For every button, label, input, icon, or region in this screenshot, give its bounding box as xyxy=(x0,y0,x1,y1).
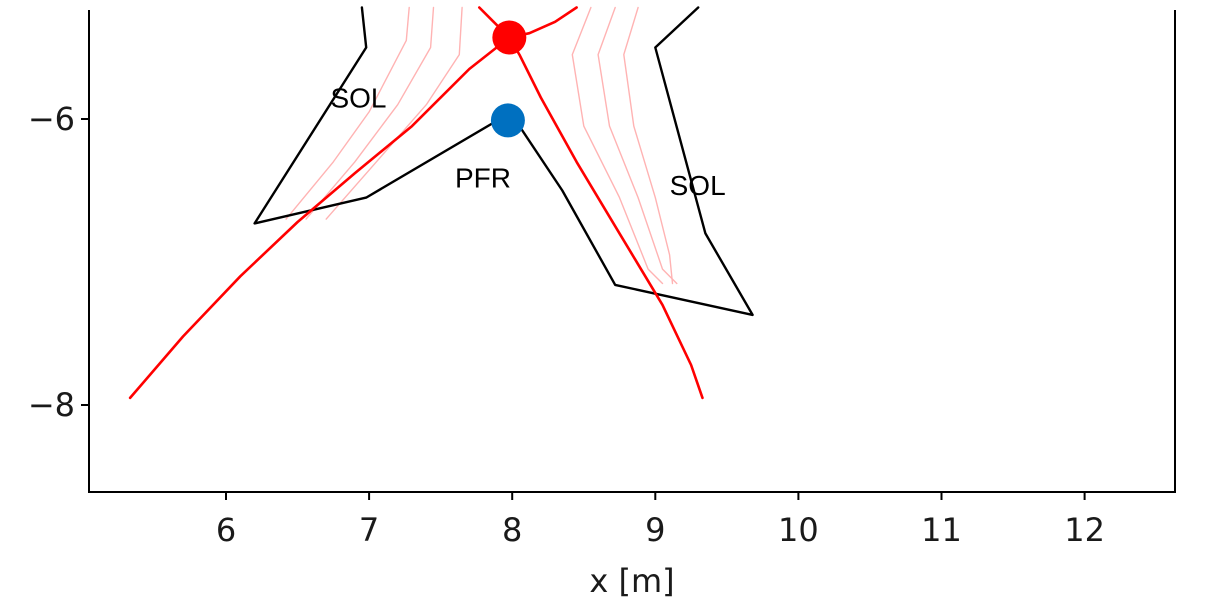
x-tick-label: 12 xyxy=(1064,511,1105,549)
separatrix-right-lower-line xyxy=(508,36,704,400)
region-label-sol-2: SOL xyxy=(670,170,726,201)
x-tick-label: 6 xyxy=(216,511,236,549)
x-tick-label: 11 xyxy=(921,511,962,549)
x-axis: 6 7 8 9 10 11 12 xyxy=(216,492,1105,549)
x-axis-label: x [m] xyxy=(589,562,674,600)
x-tick-label: 9 xyxy=(645,511,665,549)
y-axis: −6 −8 xyxy=(28,100,89,424)
flux-surface-left-1-line xyxy=(285,6,410,220)
flux-surface-left-2-line xyxy=(305,6,435,220)
wall-line xyxy=(253,6,754,317)
y-tick-label: −6 xyxy=(28,100,75,138)
flux-surface-left-3-line xyxy=(325,6,463,220)
separatrix-left-lower-line xyxy=(128,36,511,400)
axes-frame xyxy=(88,10,1176,493)
flux-surface-right-3-line xyxy=(623,6,674,285)
x-tick-label: 10 xyxy=(778,511,819,549)
x-tick-label: 7 xyxy=(359,511,379,549)
region-label-sol-0: SOL xyxy=(330,83,386,114)
chart-marks: SOL PFR SOL xyxy=(128,6,754,400)
y-tick-label: −8 xyxy=(28,386,75,424)
x-point-marker xyxy=(492,20,527,55)
x-tick-label: 8 xyxy=(502,511,522,549)
strike-point-marker xyxy=(490,103,525,138)
region-label-pfr-1: PFR xyxy=(455,163,511,194)
flux-surface-right-1-line xyxy=(571,6,664,285)
flux-surface-right-2-line xyxy=(597,6,678,285)
